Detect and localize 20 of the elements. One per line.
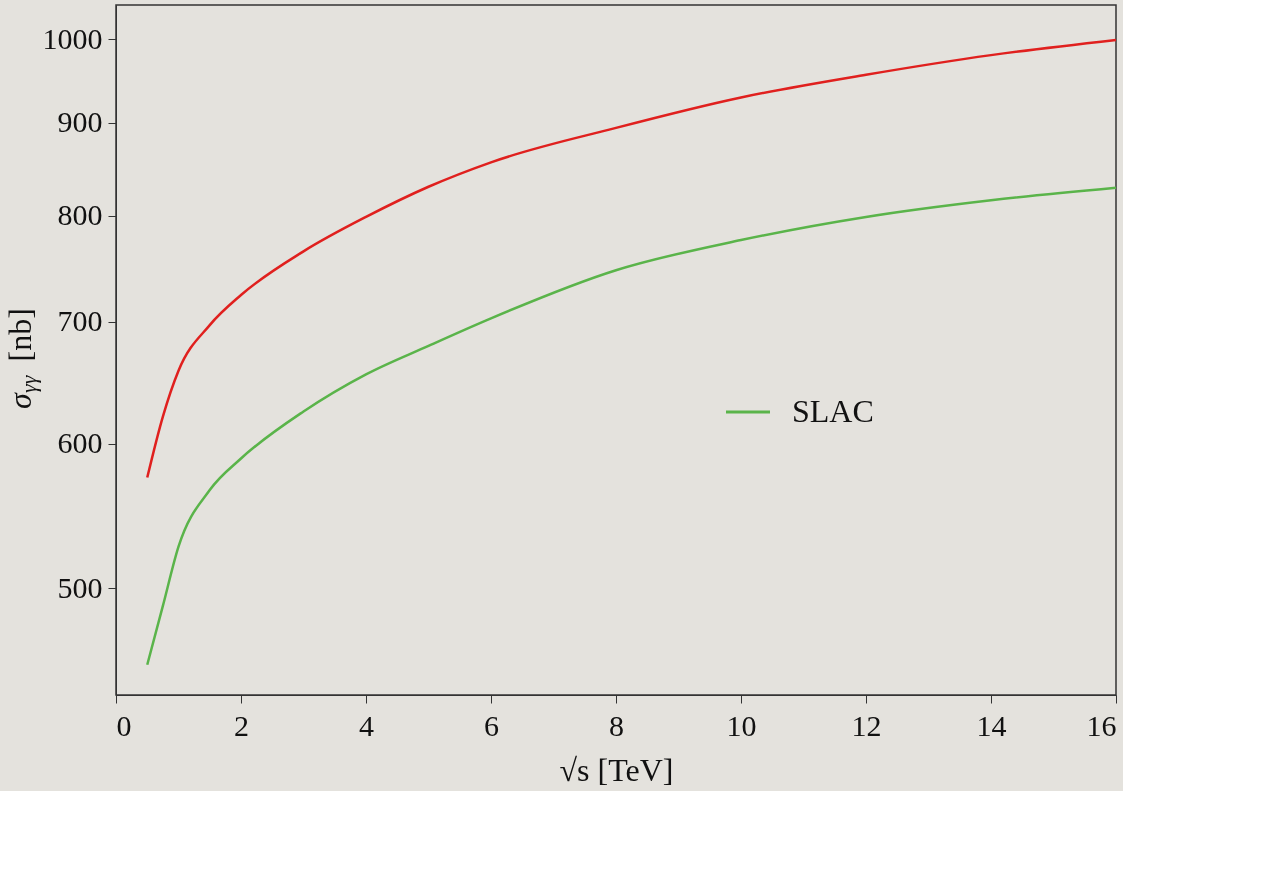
x-tick-label: 8: [609, 708, 624, 742]
y-tick-label: 900: [57, 105, 103, 139]
y-tick-label: 700: [57, 304, 103, 338]
x-tick-label: 6: [484, 708, 499, 742]
x-axis-title: √s [TeV]: [559, 751, 674, 788]
y-tick-label: 800: [57, 198, 103, 232]
line-series: [146, 38, 1118, 479]
x-tick-label: 16: [1086, 708, 1117, 742]
legend-label: SLAC: [792, 393, 874, 430]
y-tick-label: 1000: [42, 21, 103, 55]
line-series: [146, 186, 1118, 667]
x-tick-label: 12: [851, 708, 882, 742]
x-tick-label: 0: [116, 708, 132, 742]
y-tick-label: 600: [57, 426, 103, 460]
y-axis-title: σγγ [nb]: [2, 308, 41, 409]
x-tick-label: 10: [726, 708, 757, 742]
x-tick-label: 14: [976, 708, 1007, 742]
x-tick-label: 4: [359, 708, 374, 742]
x-tick-label: 2: [234, 708, 249, 742]
y-tick-label: 500: [57, 570, 103, 604]
